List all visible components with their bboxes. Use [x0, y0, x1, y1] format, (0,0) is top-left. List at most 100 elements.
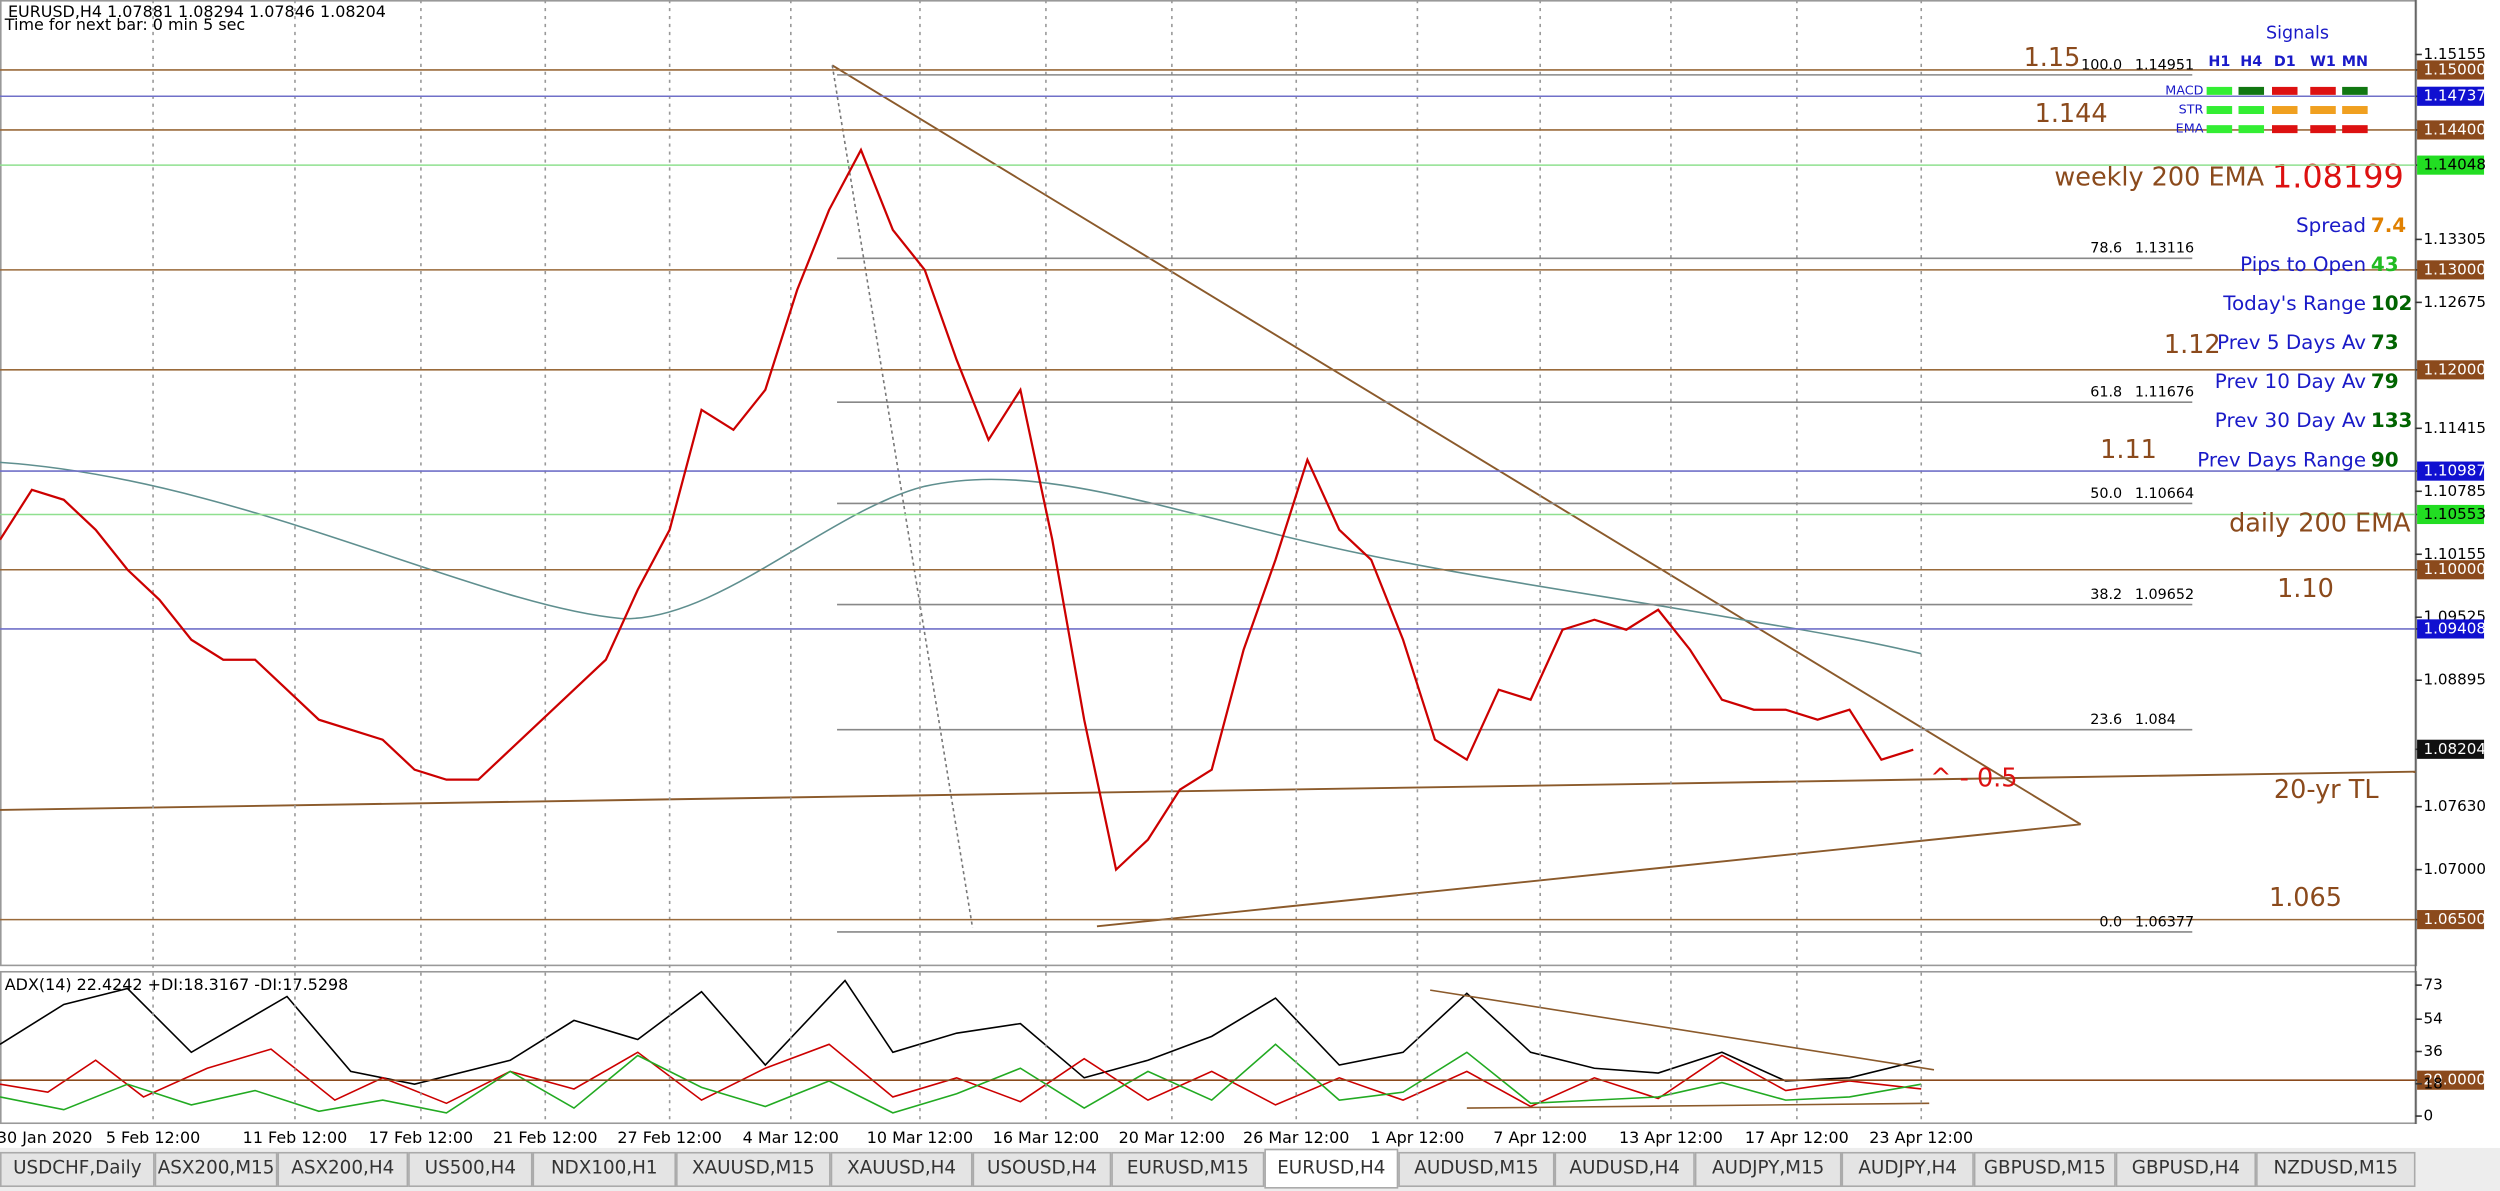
weekly-ema-value: 1.08199: [2272, 158, 2404, 196]
tab[interactable]: [676, 1151, 831, 1188]
adx-trendline: [1466, 1102, 1930, 1109]
info-value: 133: [2371, 409, 2413, 432]
tab-label[interactable]: XAUUSD,H4: [847, 1158, 956, 1179]
info-label: Prev 10 Day Av: [2215, 370, 2366, 393]
signal-cell: [2310, 106, 2336, 114]
price-box: [2417, 560, 2485, 580]
tab-label[interactable]: AUDUSD,H4: [1569, 1158, 1680, 1179]
time-label: 10 Mar 12:00: [867, 1128, 973, 1147]
annotation: daily 200 EMA: [2229, 509, 2411, 539]
tab-label[interactable]: NZDUSD,M15: [2274, 1158, 2399, 1179]
adx-box: [2417, 1070, 2485, 1090]
tab[interactable]: [154, 1151, 278, 1188]
price-label: 1.12675: [2423, 293, 2486, 311]
info-value: 7.4: [2371, 214, 2406, 237]
price-label: 1.13305: [2423, 230, 2486, 248]
tab-label[interactable]: GBPUSD,M15: [1984, 1158, 2106, 1179]
info-label: Spread: [2296, 214, 2366, 237]
signal-cell: [2238, 125, 2265, 134]
tab[interactable]: [972, 1151, 1112, 1188]
tab[interactable]: [2115, 1151, 2257, 1188]
signal-row: MACD: [2165, 83, 2203, 98]
price-box: [2417, 260, 2485, 280]
tab-label[interactable]: USOUSD,H4: [987, 1158, 1097, 1179]
tab-label[interactable]: GBPUSD,H4: [2132, 1158, 2240, 1179]
tab-label[interactable]: AUDJPY,M15: [1712, 1158, 1824, 1179]
signals-title: Signals: [2266, 23, 2329, 43]
adx-label: 18: [2423, 1074, 2442, 1092]
signal-cell: [2342, 125, 2368, 134]
price-box: [2417, 60, 2485, 80]
price-box: [2417, 155, 2485, 175]
time-label: 17 Feb 12:00: [369, 1128, 474, 1147]
price-label: 1.15155: [2423, 45, 2486, 63]
fib-level: 100.0: [2081, 57, 2122, 73]
price-label: 1.15000: [2423, 60, 2486, 78]
tab[interactable]: [1554, 1151, 1695, 1188]
tab-label[interactable]: EURUSD,M15: [1127, 1158, 1249, 1179]
price-label: 1.13000: [2423, 260, 2486, 278]
fib-price: 1.10664: [2135, 486, 2194, 502]
time-label: 20 Mar 12:00: [1119, 1128, 1225, 1147]
tab[interactable]: [277, 1151, 409, 1188]
tab-label[interactable]: AUDJPY,H4: [1858, 1158, 1957, 1179]
tab[interactable]: [1694, 1151, 1842, 1188]
time-label: 30 Jan 2020: [0, 1128, 92, 1147]
tab[interactable]: [0, 1151, 155, 1188]
signal-cell: [2206, 125, 2233, 134]
symbol-header: EURUSD,H4 1.07881 1.08294 1.07846 1.0820…: [8, 2, 386, 21]
tab[interactable]: [1841, 1151, 1974, 1188]
price-label: 1.10785: [2423, 482, 2486, 500]
info-label: Pips to Open: [2240, 253, 2366, 276]
fib-level: 78.6: [2090, 241, 2122, 257]
price-label: 1.10155: [2423, 545, 2486, 563]
fib-price: 1.13116: [2135, 241, 2194, 257]
price-label: 1.06500: [2423, 910, 2486, 928]
signal-cell: [2206, 86, 2233, 95]
price-box: [2417, 461, 2485, 481]
signal-cell: [2238, 86, 2265, 95]
fib-price: 1.14951: [2135, 57, 2194, 73]
price-label: 1.14048: [2423, 156, 2486, 174]
price-box: [2417, 86, 2485, 106]
annotation: 1.15: [2024, 43, 2081, 73]
tab-label[interactable]: EURUSD,H4: [1277, 1158, 1385, 1179]
tab-label[interactable]: ASX200,H4: [291, 1158, 394, 1179]
price-line: [0, 147, 1914, 872]
tab[interactable]: [532, 1151, 677, 1188]
signal-cell: [2342, 86, 2368, 95]
tab-label[interactable]: AUDUSD,M15: [1414, 1158, 1538, 1179]
signal-cell: [2238, 106, 2265, 114]
time-label: 21 Feb 12:00: [493, 1128, 598, 1147]
price-label: 1.11415: [2423, 419, 2486, 437]
tab[interactable]: [830, 1151, 973, 1188]
tab-label[interactable]: NDX100,H1: [551, 1158, 658, 1179]
trendline: [1096, 823, 2081, 928]
signal-cell: [2272, 106, 2298, 114]
fib-level: 38.2: [2090, 587, 2122, 603]
fib-price: 1.11676: [2135, 385, 2194, 401]
time-label: 26 Mar 12:00: [1243, 1128, 1349, 1147]
adx-header: ADX(14) 22.4242 +DI:18.3167 -DI:17.5298: [5, 975, 349, 994]
price-label: 1.12000: [2423, 360, 2486, 378]
signal-column: MN: [2342, 54, 2368, 70]
tab-label[interactable]: ASX200,M15: [158, 1158, 275, 1179]
fib-anchor: [831, 65, 974, 929]
tab[interactable]: [408, 1151, 533, 1188]
tab-label[interactable]: USDCHF,Daily: [13, 1158, 142, 1179]
tab[interactable]: [1973, 1151, 2116, 1188]
signal-cell: [2342, 106, 2368, 114]
signal-cell: [2206, 106, 2233, 114]
time-label: 4 Mar 12:00: [743, 1128, 839, 1147]
tab[interactable]: [1264, 1148, 1399, 1189]
time-label: 23 Apr 12:00: [1869, 1128, 1973, 1147]
tab[interactable]: [1398, 1151, 1555, 1188]
tab[interactable]: [1111, 1151, 1265, 1188]
bar-timer: Time for next bar: 0 min 5 sec: [4, 15, 245, 34]
adx-line: [0, 979, 1922, 1085]
tab[interactable]: [2256, 1151, 2416, 1188]
tab-label[interactable]: XAUUSD,M15: [692, 1158, 815, 1179]
tab-label[interactable]: US500,H4: [425, 1158, 516, 1179]
